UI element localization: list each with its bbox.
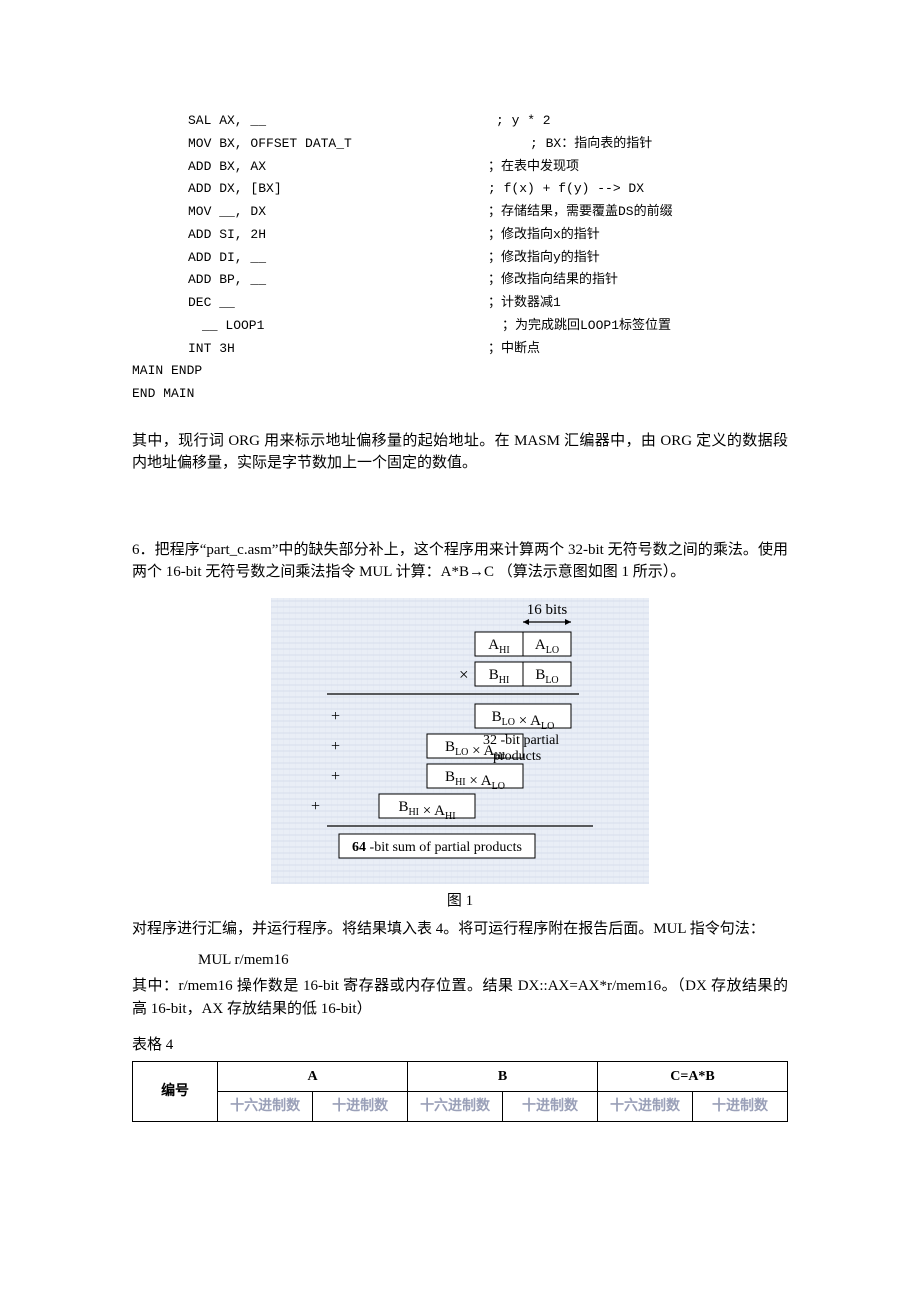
th-sub: 十进制数	[503, 1091, 598, 1121]
svg-text:32 -bit partial: 32 -bit partial	[483, 733, 559, 748]
th-group: C=A*B	[598, 1061, 788, 1091]
svg-text:+: +	[311, 798, 320, 815]
code-comment: ；修改指向y的指针	[488, 247, 788, 270]
table-caption: 表格 4	[132, 1034, 788, 1057]
paragraph-org-note: 其中，现行词 ORG 用来标示地址偏移量的起始地址。在 MASM 汇编器中，由 …	[132, 430, 788, 475]
code-comment: ; y * 2	[488, 110, 788, 133]
table-4: 编号ABC=A*B十六进制数十进制数十六进制数十进制数十六进制数十进制数	[132, 1061, 788, 1122]
th-sub: 十进制数	[692, 1091, 787, 1121]
code-line: ADD BP, __；修改指向结果的指针	[132, 269, 788, 292]
code-comment: ；在表中发现项	[488, 156, 788, 179]
code-line: ADD SI, 2H；修改指向x的指针	[132, 224, 788, 247]
figure-1: 16 bitsAHIALOBHIBLO×BLO × ALO+BLO × AHI+…	[271, 598, 649, 884]
th-group: B	[408, 1061, 598, 1091]
paragraph-question-6: 6．把程序“part_c.asm”中的缺失部分补上，这个程序用来计算两个 32-…	[132, 539, 788, 584]
code-instruction: __ LOOP1	[132, 315, 502, 338]
document-page: SAL AX, __; y * 2MOV BX, OFFSET DATA_T; …	[0, 0, 920, 1182]
code-comment: ；中断点	[488, 338, 788, 361]
svg-text:+: +	[331, 708, 340, 725]
code-line: SAL AX, __; y * 2	[132, 110, 788, 133]
code-comment: ；修改指向x的指针	[488, 224, 788, 247]
paragraph-instructions: 对程序进行汇编，并运行程序。将结果填入表 4。将可运行程序附在报告后面。MUL …	[132, 918, 788, 941]
code-comment: ；为完成跳回LOOP1标签位置	[502, 315, 788, 338]
th-sub: 十六进制数	[218, 1091, 313, 1121]
code-line: __ LOOP1；为完成跳回LOOP1标签位置	[132, 315, 788, 338]
svg-text:64 -bit sum of partial product: 64 -bit sum of partial products	[352, 840, 522, 855]
th-index: 编号	[133, 1061, 218, 1121]
code-comment: ；修改指向结果的指针	[488, 269, 788, 292]
code-instruction: MOV BX, OFFSET DATA_T	[132, 133, 488, 156]
code-tail-line: MAIN ENDP	[132, 360, 788, 383]
code-line: ADD DX, [BX]; f(x) + f(y) --> DX	[132, 178, 788, 201]
svg-text:×: ×	[459, 665, 469, 684]
th-group: A	[218, 1061, 408, 1091]
figure-caption: 图 1	[132, 890, 788, 913]
code-instruction: ADD BX, AX	[132, 156, 488, 179]
code-instruction: MOV __, DX	[132, 201, 488, 224]
mul-syntax-line: MUL r/mem16	[132, 949, 788, 972]
svg-text:16 bits: 16 bits	[527, 602, 568, 618]
svg-text:products: products	[493, 749, 541, 764]
th-sub: 十六进制数	[598, 1091, 693, 1121]
code-line: ADD DI, __；修改指向y的指针	[132, 247, 788, 270]
code-comment: ；计数器减1	[488, 292, 788, 315]
svg-text:+: +	[331, 768, 340, 785]
code-comment: ; f(x) + f(y) --> DX	[488, 178, 788, 201]
code-line: INT 3H；中断点	[132, 338, 788, 361]
multiplication-diagram: 16 bitsAHIALOBHIBLO×BLO × ALO+BLO × AHI+…	[271, 598, 649, 884]
code-line: DEC __；计数器减1	[132, 292, 788, 315]
vertical-gap	[132, 483, 788, 539]
th-sub: 十进制数	[313, 1091, 408, 1121]
code-instruction: ADD BP, __	[132, 269, 488, 292]
code-instruction: ADD SI, 2H	[132, 224, 488, 247]
code-instruction: ADD DX, [BX]	[132, 178, 488, 201]
code-line: MOV BX, OFFSET DATA_T; BX：指向表的指针	[132, 133, 788, 156]
code-tail-line: END MAIN	[132, 383, 788, 406]
code-instruction: INT 3H	[132, 338, 488, 361]
code-instruction: DEC __	[132, 292, 488, 315]
code-instruction: SAL AX, __	[132, 110, 488, 133]
code-line: MOV __, DX；存储结果，需要覆盖DS的前缀	[132, 201, 788, 224]
th-sub: 十六进制数	[408, 1091, 503, 1121]
code-instruction: ADD DI, __	[132, 247, 488, 270]
paragraph-mul-desc: 其中：r/mem16 操作数是 16-bit 寄存器或内存位置。结果 DX::A…	[132, 975, 788, 1020]
code-block: SAL AX, __; y * 2MOV BX, OFFSET DATA_T; …	[132, 110, 788, 406]
code-line: ADD BX, AX；在表中发现项	[132, 156, 788, 179]
code-comment: ；存储结果，需要覆盖DS的前缀	[488, 201, 788, 224]
svg-text:+: +	[331, 738, 340, 755]
code-comment: ; BX：指向表的指针	[488, 133, 788, 156]
